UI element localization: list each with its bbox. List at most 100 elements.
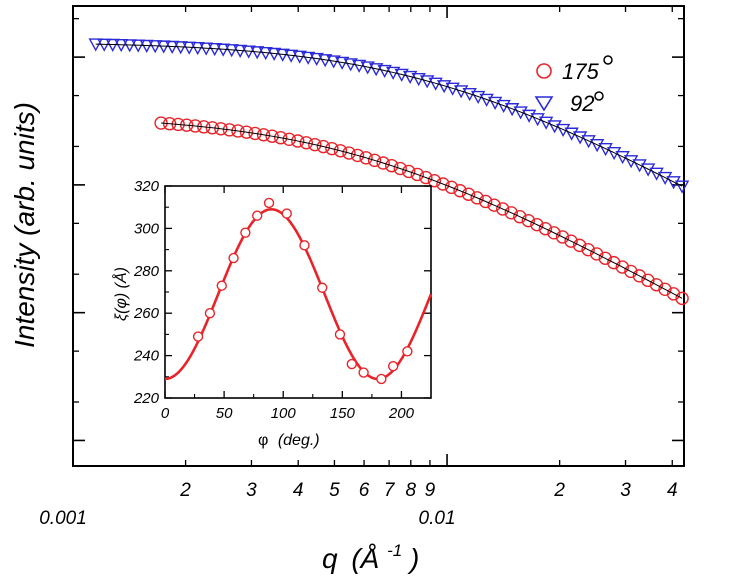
inset-y-tick-label: 260 xyxy=(133,305,160,322)
data-point-175 xyxy=(342,146,356,160)
data-point-175 xyxy=(419,170,433,185)
inset-data-point xyxy=(240,227,251,238)
data-point-175 xyxy=(504,206,518,220)
data-point-175 xyxy=(222,123,237,137)
inset-data-point xyxy=(334,329,346,340)
legend: 175 92 xyxy=(534,55,613,116)
data-point-175 xyxy=(589,247,604,261)
inset-data-point xyxy=(317,282,328,293)
data-point-175 xyxy=(402,164,416,179)
data-point-175 xyxy=(530,217,544,232)
data-point-175 xyxy=(453,184,467,198)
legend-label-92: 92 xyxy=(570,91,594,116)
x-tick-label: 7 xyxy=(384,480,396,501)
inset-x-tick-label: 150 xyxy=(330,405,356,422)
data-point-175 xyxy=(197,120,211,134)
data-point-92 xyxy=(479,93,494,107)
data-point-175 xyxy=(359,151,373,165)
data-point-175 xyxy=(547,226,561,240)
legend-degree-175 xyxy=(603,55,613,65)
data-point-175 xyxy=(299,136,313,150)
data-point-175 xyxy=(248,126,262,141)
data-point-175 xyxy=(461,187,476,201)
data-point-175 xyxy=(615,260,630,274)
data-point-175 xyxy=(325,141,339,156)
data-point-175 xyxy=(436,177,450,191)
x-tick-label: 2 xyxy=(553,480,565,501)
inset-data-point xyxy=(263,197,275,209)
x-tick-label: 9 xyxy=(425,480,436,501)
legend-degree-92 xyxy=(594,91,604,101)
inset-x-tick-label: 0 xyxy=(161,405,170,422)
x-axis-title-q: q xyxy=(322,543,338,574)
fit-line-175 xyxy=(161,122,683,299)
main-axis-ticks xyxy=(72,6,684,466)
data-point-175 xyxy=(393,161,407,176)
data-point-175 xyxy=(487,198,501,212)
legend-label-175: 175 xyxy=(562,59,599,84)
data-point-175 xyxy=(658,282,672,297)
data-point-175 xyxy=(564,234,578,248)
inset-series-group xyxy=(164,197,433,385)
inset-x-tick-label: 50 xyxy=(216,405,233,422)
data-point-175 xyxy=(273,131,288,145)
data-point-175 xyxy=(478,194,493,209)
inset-data-point xyxy=(252,210,263,221)
data-point-175 xyxy=(607,255,621,270)
legend-marker-175 xyxy=(536,63,552,79)
legend-marker-92 xyxy=(534,96,554,112)
data-point-175 xyxy=(632,269,647,283)
data-point-175 xyxy=(521,213,536,228)
data-point-175 xyxy=(205,121,220,135)
data-point-92 xyxy=(674,180,690,194)
y-axis-title: Intensity (arb. units) xyxy=(9,102,40,348)
data-point-175 xyxy=(214,122,228,136)
inset-data-point xyxy=(346,358,357,370)
data-point-175 xyxy=(538,222,553,236)
x-tick-label: 5 xyxy=(329,480,340,501)
inset-data-point xyxy=(281,208,292,219)
inset-data-point xyxy=(387,361,399,372)
x-axis-title-close: ) xyxy=(407,543,419,574)
data-point-175 xyxy=(282,132,296,147)
data-point-175 xyxy=(427,174,442,188)
data-point-175 xyxy=(410,167,425,182)
data-point-175 xyxy=(188,119,202,133)
inset-y-tick-label: 320 xyxy=(134,178,160,195)
data-point-175 xyxy=(581,242,595,257)
x-major-tick-label: 0.001 xyxy=(39,508,87,529)
data-point-175 xyxy=(470,191,484,205)
data-point-175 xyxy=(316,139,331,154)
data-point-175 xyxy=(180,118,194,132)
data-point-175 xyxy=(444,180,459,195)
x-tick-label: 3 xyxy=(246,480,257,501)
x-axis-title-exp: -1 xyxy=(387,541,402,560)
inset-x-tick-label: 100 xyxy=(271,405,297,422)
x-axis-title-unit: (Å xyxy=(351,543,379,574)
data-point-175 xyxy=(265,129,279,143)
data-point-175 xyxy=(376,156,390,170)
inset-y-tick-label: 280 xyxy=(133,263,160,280)
main-x-tick-labels: 2 3 4 5 6 7 8 9 2 3 4 0.001 0.01 xyxy=(39,480,677,529)
inset-y-tick-label: 220 xyxy=(133,390,160,407)
inset-y-tick-label: 300 xyxy=(134,220,160,237)
inset-data-point xyxy=(192,331,204,342)
data-point-175 xyxy=(624,264,638,279)
data-point-92 xyxy=(487,96,503,110)
data-point-175 xyxy=(256,128,271,142)
data-point-175 xyxy=(675,291,689,306)
x-tick-label: 4 xyxy=(293,480,304,501)
inset-x-axis-title-deg: (deg.) xyxy=(278,432,320,449)
inset-axis-ticks: 0 50 100 150 200 220 240 260 280 300 320 xyxy=(133,178,431,422)
data-point-175 xyxy=(239,125,254,139)
main-plot-frame xyxy=(72,5,685,467)
inset-x-tick-label: 200 xyxy=(388,405,415,422)
data-point-175 xyxy=(641,273,655,288)
data-point-175 xyxy=(333,144,348,158)
x-tick-label: 2 xyxy=(179,480,191,501)
inset-data-point xyxy=(204,308,216,319)
inset-data-point xyxy=(228,252,239,264)
inset-y-axis-title: ξ(φ) (Å) xyxy=(111,267,130,321)
inset-data-point xyxy=(402,346,413,357)
